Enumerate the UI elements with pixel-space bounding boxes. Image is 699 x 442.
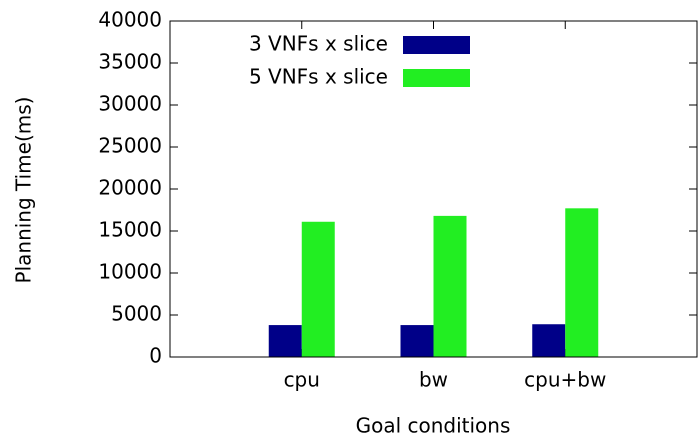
y-tick-label: 0 — [149, 344, 162, 368]
plot-frame — [169, 20, 698, 358]
x-tick-label: bw — [419, 368, 448, 392]
x-tick-label: cpu+bw — [524, 368, 606, 392]
x-tick-label: cpu — [284, 368, 320, 392]
y-tick-label: 15000 — [98, 218, 162, 242]
y-tick-label: 10000 — [98, 260, 162, 284]
y-tick-label: 30000 — [98, 92, 162, 116]
legend-label: 3 VNFs x slice — [249, 32, 388, 56]
legend-swatch — [403, 69, 470, 87]
y-tick-label: 5000 — [111, 302, 162, 326]
bar — [268, 325, 302, 357]
y-tick-label: 35000 — [98, 50, 162, 74]
bar — [433, 215, 467, 357]
bar — [532, 324, 566, 357]
y-tick-label: 20000 — [98, 176, 162, 200]
bar — [400, 325, 434, 357]
bar — [565, 208, 599, 357]
legend-swatch — [403, 36, 470, 54]
y-tick-label: 40000 — [98, 8, 162, 32]
x-axis-label: Goal conditions — [356, 414, 511, 438]
bar — [301, 221, 335, 357]
y-tick-label: 25000 — [98, 134, 162, 158]
y-axis-label: Planning Time(ms) — [12, 97, 36, 284]
legend-label: 5 VNFs x slice — [249, 65, 388, 89]
